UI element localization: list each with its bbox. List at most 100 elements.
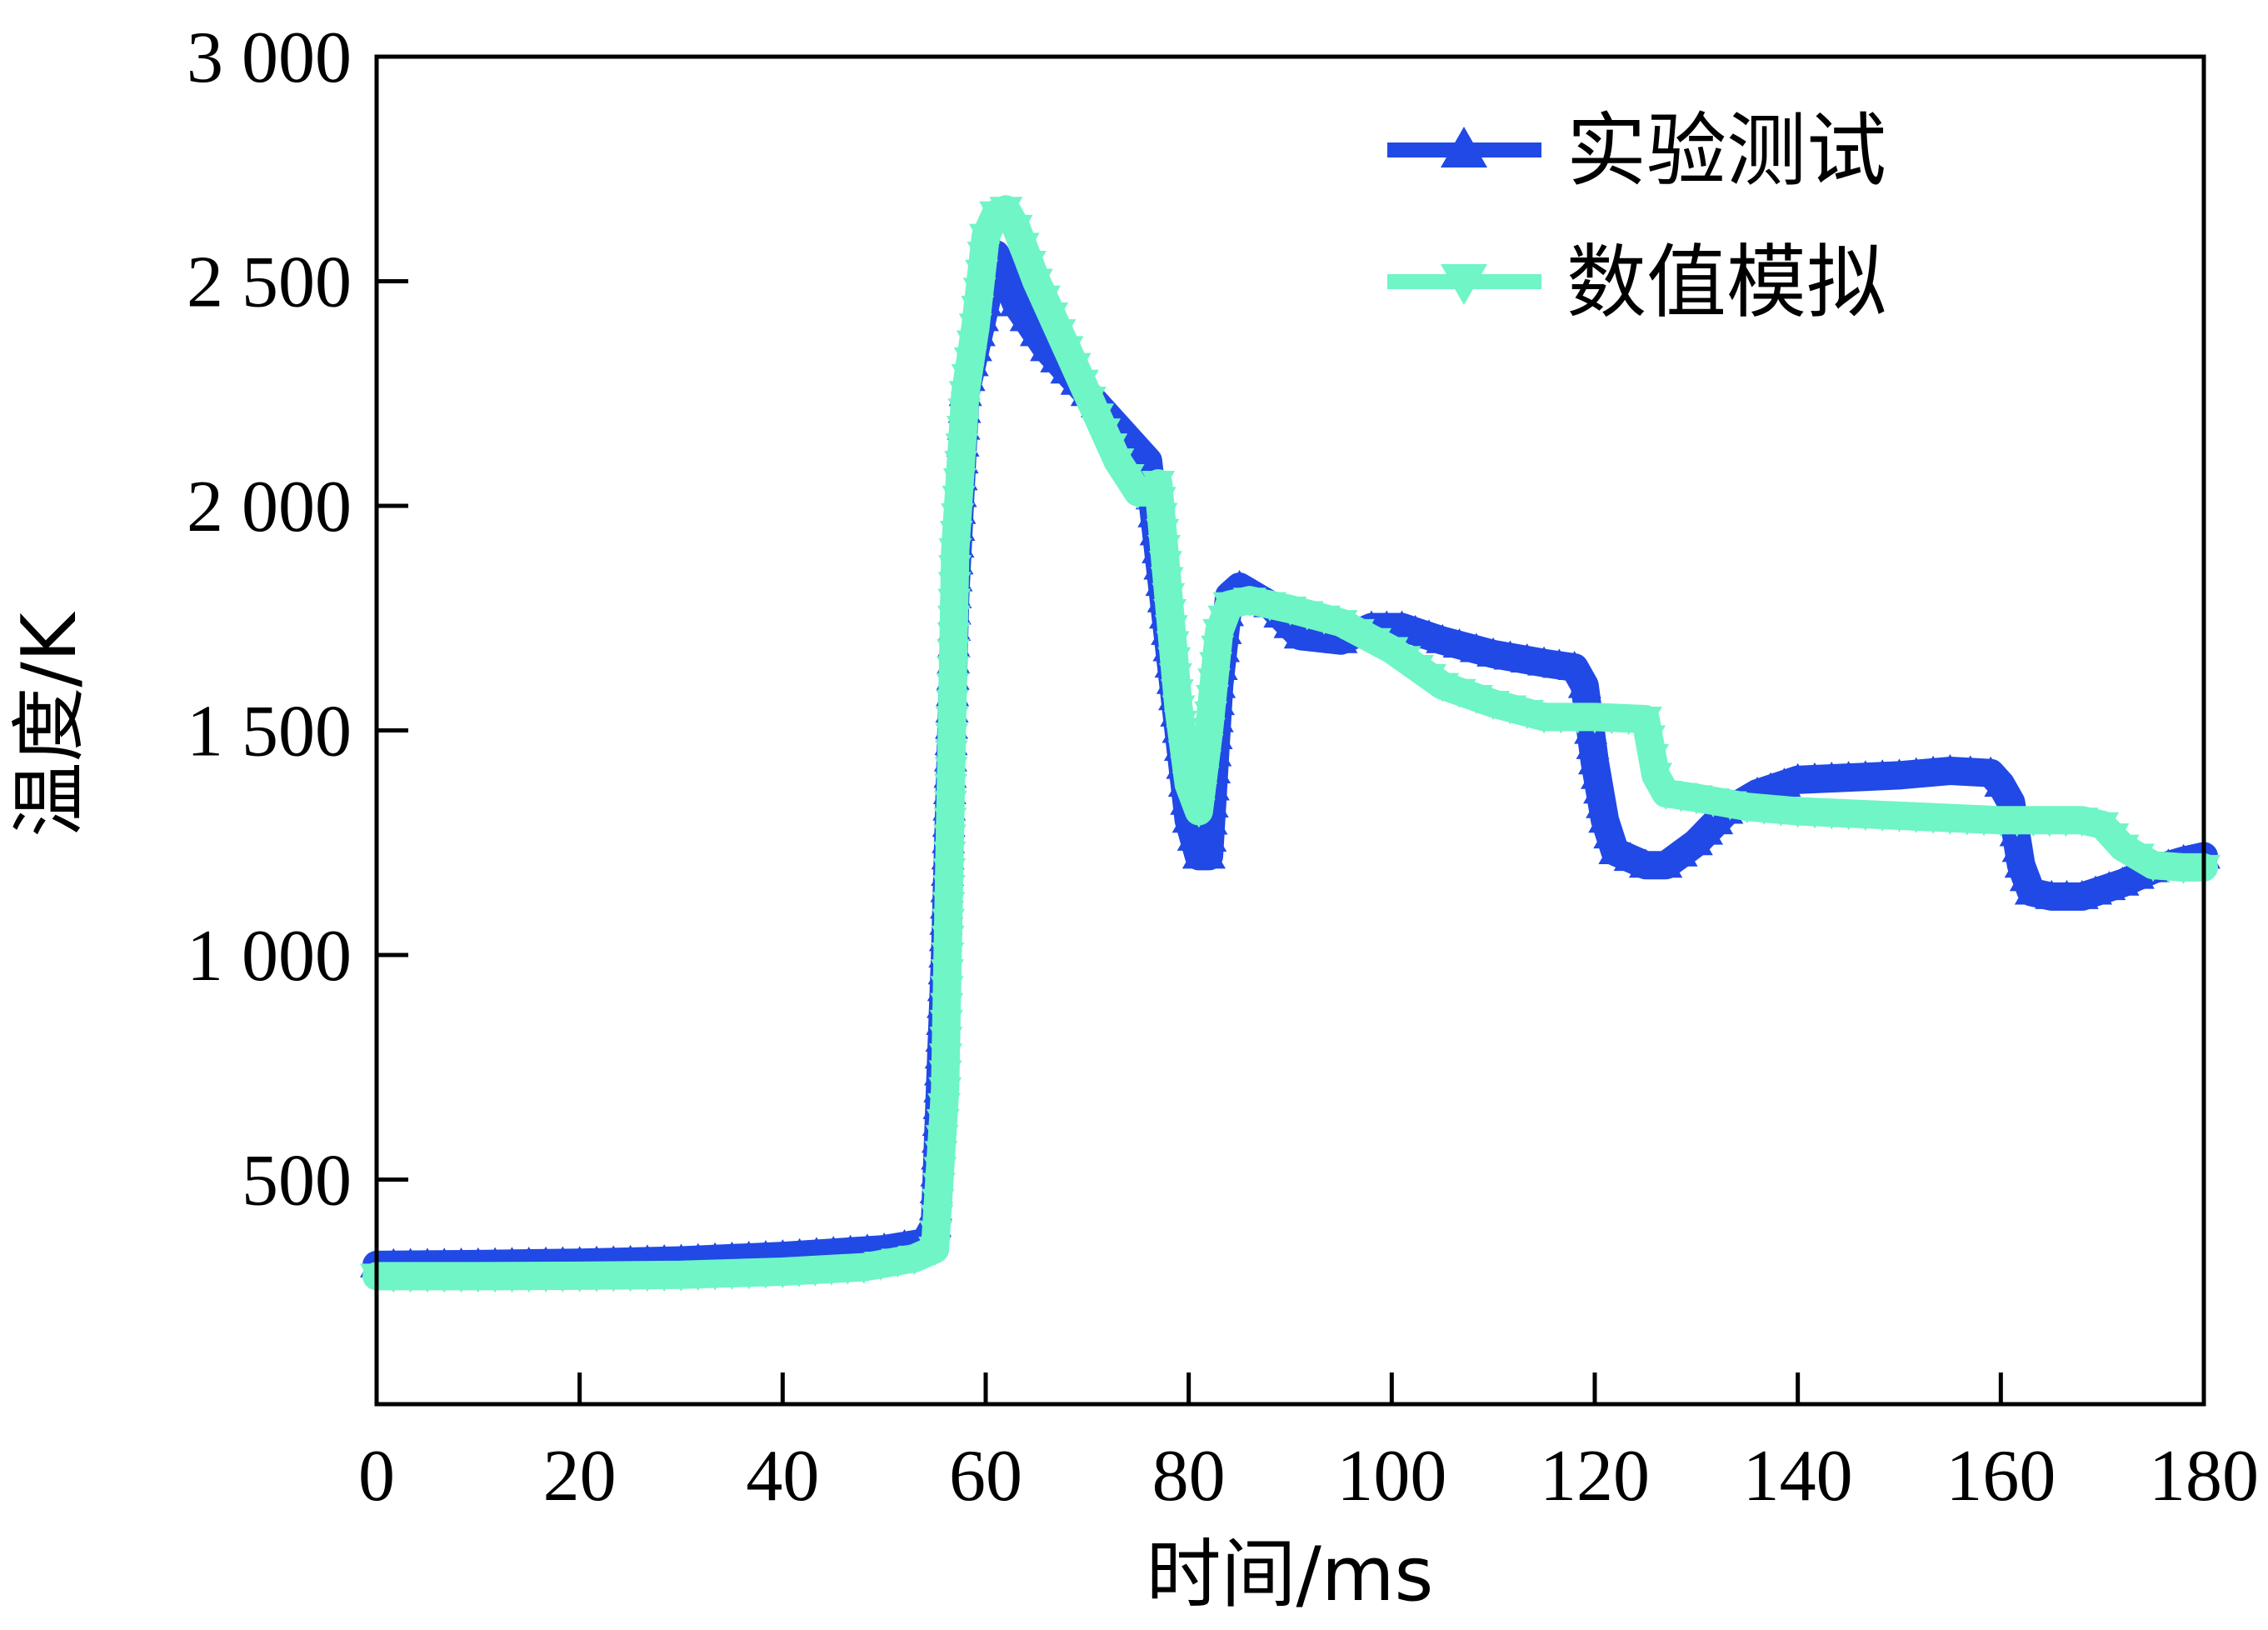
data-point-marker: [1583, 774, 1617, 804]
data-point-marker: [930, 959, 964, 989]
data-point-marker: [1057, 352, 1092, 382]
data-point-marker: [1649, 848, 1683, 878]
data-point-marker: [948, 381, 982, 411]
data-point-marker: [937, 605, 971, 635]
data-point-marker: [928, 1060, 962, 1090]
data-point-marker: [936, 689, 970, 719]
data-point-marker: [1160, 679, 1194, 709]
x-axis-ticks: 0 20 40 60 80 100 120 140 160 180: [358, 1372, 2259, 1517]
data-point-marker: [919, 1220, 953, 1250]
data-point-marker: [936, 656, 970, 686]
data-point-marker: [941, 502, 975, 532]
data-point-marker: [1576, 729, 1610, 759]
x-tick-label: 100: [1336, 1436, 1446, 1517]
data-point-marker: [1184, 782, 1218, 812]
data-point-marker: [925, 1125, 959, 1155]
plot-frame: [374, 54, 2206, 1407]
data-point-marker: [1094, 433, 1128, 463]
x-tick-label: 160: [1946, 1436, 2056, 1517]
data-point-marker: [1146, 518, 1180, 548]
legend-label-experiment: 实验测试: [1566, 104, 1886, 198]
data-point-marker: [1283, 619, 1317, 649]
data-point-marker: [1664, 837, 1698, 867]
data-point-marker: [965, 259, 999, 289]
data-point-marker: [923, 1157, 957, 1187]
data-point-marker: [935, 723, 969, 753]
legend: 实验测试 数值模拟: [1387, 104, 1886, 329]
data-point-marker: [958, 313, 992, 343]
data-point-marker: [956, 330, 990, 360]
data-point-marker: [2014, 875, 2048, 905]
data-point-marker: [930, 976, 964, 1006]
data-point-marker: [1197, 668, 1231, 698]
data-point-marker: [939, 520, 973, 550]
data-point-marker: [929, 1027, 963, 1057]
data-point-marker: [938, 538, 972, 568]
data-point-marker: [937, 572, 972, 602]
data-point-marker: [897, 1245, 932, 1275]
data-point-marker: [2001, 832, 2036, 862]
data-point-marker: [921, 1188, 955, 1218]
data-point-marker: [1027, 285, 1062, 315]
data-point-marker: [1150, 567, 1184, 597]
data-point-marker: [928, 1077, 962, 1107]
data-point-marker: [1142, 487, 1176, 517]
data-point-marker: [1341, 618, 1375, 648]
y-axis-title: 温度/K: [6, 611, 93, 837]
data-point-marker: [1147, 535, 1181, 565]
data-point-marker: [1201, 635, 1235, 665]
data-point-marker: [1194, 701, 1228, 731]
data-point-marker: [1167, 741, 1201, 771]
data-point-marker: [962, 278, 997, 308]
x-tick-label: 80: [1152, 1436, 1226, 1517]
data-point-marker: [1304, 622, 1338, 652]
data-point-marker: [932, 908, 966, 938]
series-line: [362, 195, 2218, 1291]
x-tick-label: 180: [2149, 1436, 2259, 1517]
data-point-marker: [1019, 268, 1053, 298]
series-experiment: [360, 238, 2221, 1279]
data-point-marker: [1151, 582, 1186, 612]
data-point-marker: [2121, 843, 2155, 873]
y-tick-label: 1 000: [187, 916, 352, 997]
x-tick-label: 120: [1540, 1436, 1650, 1517]
data-point-marker: [961, 295, 995, 325]
data-point-marker: [1199, 652, 1233, 682]
data-point-marker: [1324, 610, 1358, 640]
data-point-marker: [1087, 418, 1122, 448]
data-point-marker: [1148, 551, 1182, 581]
data-point-marker: [1636, 743, 1670, 773]
data-point-marker: [926, 1108, 960, 1138]
data-point-marker: [942, 468, 977, 498]
data-point-marker: [1190, 733, 1224, 763]
series-layer: [360, 195, 2221, 1293]
data-point-marker: [947, 398, 982, 428]
data-point-marker: [927, 1092, 962, 1122]
data-point-marker: [1194, 805, 1228, 835]
data-point-marker: [1192, 718, 1226, 748]
series-simulation: [360, 195, 2221, 1293]
x-tick-label: 20: [543, 1436, 617, 1517]
data-point-marker: [969, 223, 1002, 253]
data-point-marker: [1166, 726, 1200, 756]
data-point-marker: [1631, 725, 1666, 755]
y-tick-label: 1 500: [187, 692, 352, 772]
data-point-marker: [946, 416, 980, 446]
data-point-marker: [1101, 448, 1135, 478]
legend-item-simulation: 数值模拟: [1387, 236, 1886, 329]
data-point-marker: [933, 808, 967, 838]
data-point-marker: [1170, 756, 1204, 786]
data-point-marker: [936, 672, 970, 702]
data-point-marker: [1012, 250, 1047, 280]
y-axis-ticks: 500 1 000 1 500 2 000 2 500 3 000: [187, 18, 408, 1222]
data-point-marker: [1050, 336, 1084, 366]
legend-label-simulation: 数值模拟: [1566, 236, 1886, 329]
y-tick-label: 500: [242, 1141, 352, 1222]
data-point-marker: [944, 451, 978, 481]
data-point-marker: [934, 740, 968, 770]
data-point-marker: [1586, 788, 1620, 818]
x-axis-title: 时间/ms: [1146, 1531, 1434, 1618]
data-point-marker: [932, 841, 967, 871]
y-tick-label: 3 000: [187, 18, 352, 98]
